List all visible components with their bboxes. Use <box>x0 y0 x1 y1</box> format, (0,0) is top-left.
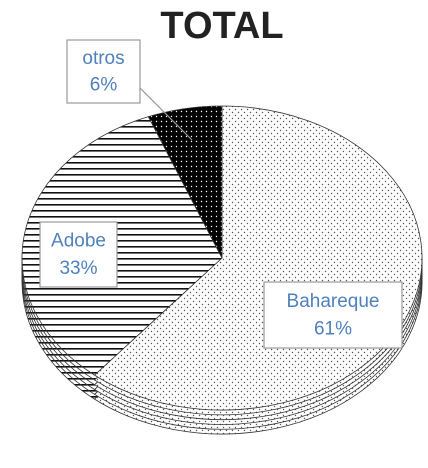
slice <box>21 116 223 376</box>
value-label: 6% <box>90 74 118 95</box>
label-box <box>39 221 118 288</box>
category-label: otros <box>82 48 124 69</box>
leader-line <box>139 87 193 141</box>
value-label: 61% <box>314 319 352 340</box>
label-box <box>263 281 403 349</box>
category-label: Adobe <box>51 231 106 252</box>
chart-title: TOTAL <box>160 5 283 47</box>
label-box <box>66 39 141 104</box>
value-label: 33% <box>59 258 97 279</box>
slice <box>147 105 223 259</box>
category-label: Bahareque <box>287 291 380 312</box>
